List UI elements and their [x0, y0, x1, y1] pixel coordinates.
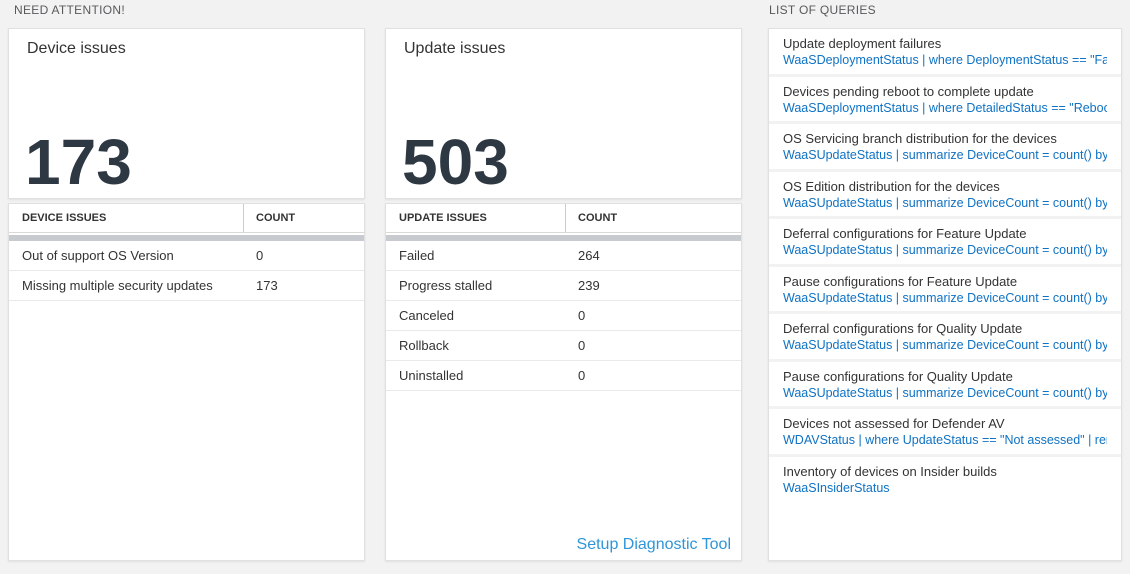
device-issues-title: Device issues: [27, 40, 126, 57]
setup-diagnostic-tool-link[interactable]: Setup Diagnostic Tool: [576, 536, 731, 553]
query-title: OS Edition distribution for the devices: [783, 178, 1000, 194]
query-item[interactable]: Pause configurations for Feature Update …: [769, 263, 1121, 312]
table-header-divider: [9, 235, 364, 241]
query-title: Devices not assessed for Defender AV: [783, 416, 1005, 431]
column-header-update-issues: UPDATE ISSUES: [386, 204, 566, 232]
query-list: Update deployment failures WaaSDeploymen…: [768, 28, 1122, 561]
device-issues-table-header: DEVICE ISSUES COUNT: [9, 204, 364, 233]
issue-count: 0: [256, 248, 264, 263]
issue-count: 0: [578, 308, 586, 323]
issue-count: 264: [578, 248, 600, 263]
issue-label: Rollback: [399, 338, 449, 353]
device-issues-count: 173: [25, 126, 132, 198]
column-header-device-issues: DEVICE ISSUES: [9, 204, 244, 232]
query-title: Inventory of devices on Insider builds: [783, 463, 997, 479]
table-row[interactable]: Progress stalled 239: [386, 271, 741, 301]
query-title: Deferral configurations for Quality Upda…: [783, 321, 1023, 336]
query-title: Devices pending reboot to complete updat…: [783, 83, 1034, 99]
update-issues-column: Update issues 503 UPDATE ISSUES COUNT Fa…: [385, 0, 742, 574]
query-text[interactable]: WaaSUpdateStatus | summarize DeviceCount…: [783, 338, 1107, 352]
query-title: OS Servicing branch distribution for the…: [783, 131, 1057, 146]
table-row[interactable]: Missing multiple security updates 173: [9, 271, 364, 301]
query-text[interactable]: WaaSUpdateStatus | summarize DeviceCount…: [783, 148, 1107, 162]
issue-count: 0: [578, 368, 586, 383]
device-issues-count-tile[interactable]: Device issues 173: [8, 28, 365, 199]
query-item[interactable]: Pause configurations for Quality Update …: [769, 358, 1121, 407]
issue-count: 173: [256, 278, 278, 293]
issue-label: Progress stalled: [399, 278, 493, 293]
update-issues-table-tile: UPDATE ISSUES COUNT Failed 264 Progress …: [385, 203, 742, 561]
update-issues-count: 503: [402, 126, 509, 198]
query-text[interactable]: WaaSUpdateStatus | summarize DeviceCount…: [783, 385, 1107, 400]
query-text[interactable]: WDAVStatus | where UpdateStatus == "Not …: [783, 433, 1107, 447]
issue-label: Failed: [399, 248, 435, 263]
table-row[interactable]: Uninstalled 0: [386, 361, 741, 391]
query-text[interactable]: WaaSInsiderStatus: [783, 480, 890, 495]
query-item[interactable]: Devices not assessed for Defender AV WDA…: [769, 406, 1121, 454]
issue-label: Uninstalled: [399, 368, 464, 383]
query-item[interactable]: Deferral configurations for Feature Upda…: [769, 216, 1121, 264]
column-header-count: COUNT: [256, 212, 296, 224]
update-issues-count-tile[interactable]: Update issues 503: [385, 28, 742, 199]
query-title: Pause configurations for Quality Update: [783, 368, 1013, 384]
query-item[interactable]: OS Edition distribution for the devices …: [769, 168, 1121, 217]
query-item[interactable]: Inventory of devices on Insider builds W…: [769, 453, 1121, 561]
update-issues-table-header: UPDATE ISSUES COUNT: [386, 204, 741, 233]
section-title-list-of-queries: LIST OF QUERIES: [769, 3, 876, 17]
query-text[interactable]: WaaSDeploymentStatus | where DeploymentS…: [783, 53, 1107, 67]
issue-label: Canceled: [399, 308, 454, 323]
query-text[interactable]: WaaSUpdateStatus | summarize DeviceCount…: [783, 290, 1107, 305]
query-text[interactable]: WaaSDeploymentStatus | where DetailedSta…: [783, 100, 1107, 115]
update-issues-title: Update issues: [404, 40, 506, 57]
table-row[interactable]: Canceled 0: [386, 301, 741, 331]
query-item[interactable]: OS Servicing branch distribution for the…: [769, 121, 1121, 169]
query-item[interactable]: Update deployment failures WaaSDeploymen…: [769, 29, 1121, 74]
column-header-count: COUNT: [578, 212, 618, 224]
device-issues-table-tile: DEVICE ISSUES COUNT Out of support OS Ve…: [8, 203, 365, 561]
section-title-need-attention: NEED ATTENTION!: [14, 3, 125, 17]
table-row[interactable]: Failed 264: [386, 241, 741, 271]
table-header-divider: [386, 235, 741, 241]
issue-count: 0: [578, 338, 586, 353]
query-title: Deferral configurations for Feature Upda…: [783, 226, 1027, 241]
query-title: Pause configurations for Feature Update: [783, 273, 1018, 289]
query-text[interactable]: WaaSUpdateStatus | summarize DeviceCount…: [783, 243, 1107, 257]
query-item[interactable]: Devices pending reboot to complete updat…: [769, 73, 1121, 122]
query-text[interactable]: WaaSUpdateStatus | summarize DeviceCount…: [783, 195, 1107, 210]
query-title: Update deployment failures: [783, 36, 942, 51]
query-item[interactable]: Deferral configurations for Quality Upda…: [769, 311, 1121, 359]
table-row[interactable]: Out of support OS Version 0: [9, 241, 364, 271]
issue-count: 239: [578, 278, 600, 293]
issue-label: Out of support OS Version: [22, 248, 174, 263]
list-of-queries-column: LIST OF QUERIES Update deployment failur…: [768, 0, 1122, 574]
need-attention-column: NEED ATTENTION! Device issues 173 DEVICE…: [8, 0, 365, 574]
table-row[interactable]: Rollback 0: [386, 331, 741, 361]
issue-label: Missing multiple security updates: [22, 278, 213, 293]
